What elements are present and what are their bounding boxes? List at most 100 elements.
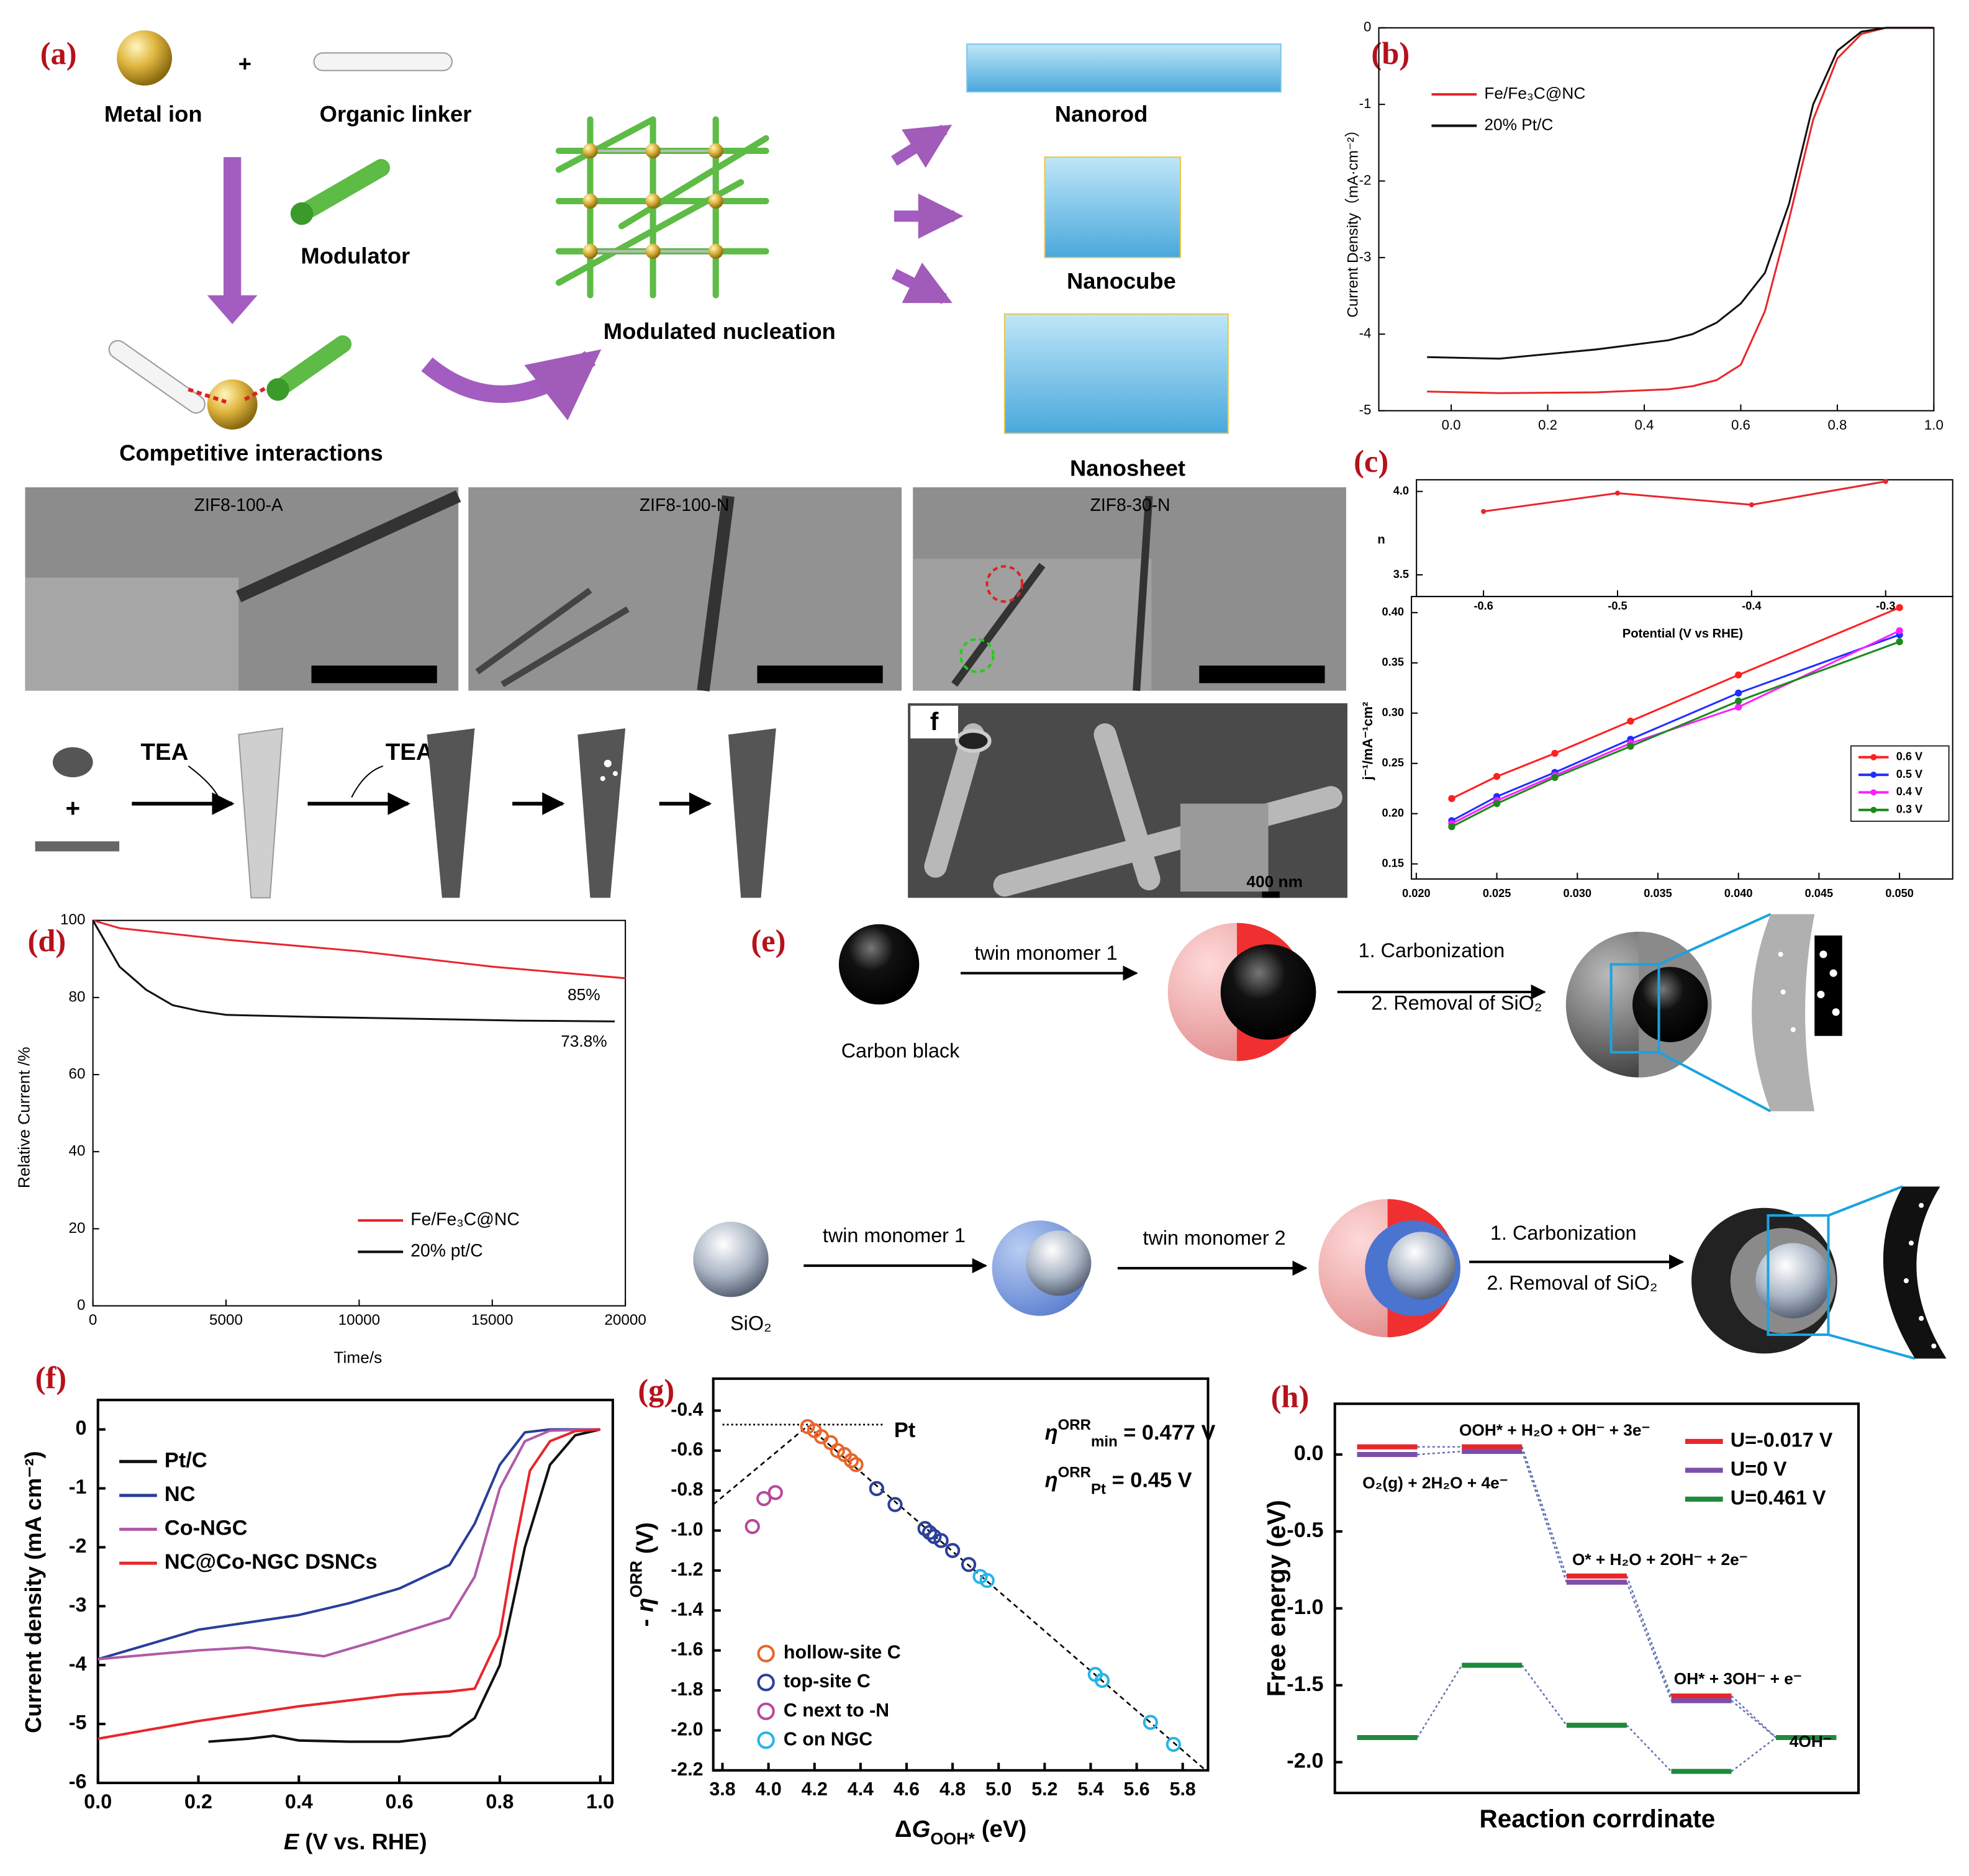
silica-sphere [693,1222,769,1297]
data-point [1735,703,1742,711]
lattice-nodes-part [582,143,598,159]
y-tick-label: 0.20 [1382,807,1404,819]
zoom-core [1814,935,1842,1036]
text-part: = 0.477 V [1118,1421,1216,1445]
process-scheme-part [238,728,284,899]
data-point [1735,689,1742,697]
connector [1626,1725,1672,1772]
y-tick-label: -0.4 [671,1399,703,1420]
y-tick-label: -2.0 [1287,1749,1323,1773]
annotation: 85% [568,985,600,1004]
legend-label: U=-0.017 V [1731,1428,1833,1451]
pores-part [1829,969,1837,977]
x-tick-label: 0.025 [1483,887,1511,900]
y-axis-label: Current density (mA cm⁻²) [20,1451,46,1733]
y-axis-label: Relative Current /% [14,1047,33,1188]
data-point [1143,1715,1158,1730]
pores-part [1926,1253,1932,1258]
y-tick-label: 0.0 [1294,1441,1324,1465]
arrow [207,157,258,325]
x-tick-label: 0.030 [1564,887,1592,900]
tem-image-part [697,495,735,692]
text-part: η [1045,1469,1058,1492]
x-tick-label: 4.2 [802,1779,828,1800]
pores-part [1790,1027,1796,1032]
x-tick-label: 10000 [338,1312,380,1328]
lattice-nodes-part [708,143,723,159]
x-tick-label: 5.8 [1170,1779,1196,1800]
legend-marker [1870,789,1877,796]
legend-marker [1870,754,1877,760]
x-tick-label: 0.8 [1827,417,1847,433]
text-part: = 0.45 V [1106,1469,1192,1492]
legend-label: NC@Co-NGC DSNCs [165,1550,378,1574]
label: twin monomer 2 [1143,1227,1286,1249]
legend-swatch [757,1674,775,1692]
x-tick-label: 0.2 [1538,417,1557,433]
image-title: ZIF8-30-N [1090,495,1170,515]
image-title: ZIF8-100-N [640,495,730,515]
y-tick-label: 4.0 [1393,484,1409,497]
x-axis-label: Potential (V vs RHE) [1623,627,1743,641]
data-point [1493,773,1501,780]
core [1026,1230,1092,1296]
panel-label: (b) [1371,36,1410,71]
line-series [97,1428,600,1661]
tem-image-part [236,490,461,603]
y-axis-label: Current Density（mA·cm⁻²） [1344,122,1361,318]
x-tick-label: -0.4 [1742,600,1762,612]
arrows [891,124,964,304]
y-tick-label: -0.5 [1287,1518,1323,1542]
label: Modulator [301,243,410,269]
pores [1778,950,1840,1032]
legend-marker [1870,772,1877,778]
x-tick-label: 0.6 [386,1790,414,1813]
line-series [208,1428,601,1743]
tem-image-part [25,577,239,691]
label: 2. Removal of SiO₂ [1371,992,1542,1014]
x-tick-label: 1.0 [586,1790,614,1813]
arrow [421,349,602,421]
nanocube [1044,156,1181,258]
x-axis-label: E (V vs. RHE) [284,1829,427,1854]
arrows-part [891,263,953,304]
x-tick-label: 3.8 [709,1779,735,1800]
core [1387,1232,1455,1300]
x-tick-label: 4.4 [848,1779,874,1800]
y-tick-label: -3 [1359,249,1372,264]
data-point [1896,638,1903,646]
scale-bar: 400 nm [1246,872,1303,891]
plus: + [65,793,80,822]
tem-image-part [311,665,437,683]
panel-label: (a) [40,36,77,71]
line-series [1451,634,1900,822]
panel-label: (c) [1354,444,1388,479]
data-point [944,1543,961,1558]
lattice-nodes-part [582,243,598,259]
state-label: 4OH⁻ [1790,1732,1832,1751]
legend-label: top-site C [784,1671,871,1692]
lattice-nodes-part [645,143,661,159]
tem-image-part [951,495,1153,691]
text-part: Pt [1091,1481,1106,1498]
legend-swatch [757,1731,775,1749]
y-tick-label: -0.8 [671,1479,703,1500]
pores-part [1832,1008,1840,1016]
x-axis-label: ΔGOOH* (eV) [895,1816,1026,1848]
data-point [1896,627,1903,634]
y-tick-label: 0.40 [1382,606,1404,618]
zoom-box [1767,1214,1830,1337]
tem-image-part [468,487,902,691]
x-tick-label: 4.8 [939,1779,966,1800]
data-point [1551,749,1559,757]
panel-labels: (a) (b) (c) (d) (e) (f) (g) (h) [27,36,1410,1414]
sem-image: f 400 nm [908,703,1347,898]
modulator-stick-part [276,335,352,394]
x-tick-label: 0.045 [1805,887,1834,900]
y-axis-label: n [1377,533,1385,546]
core [1220,944,1316,1040]
y-axis-label: - ηORR (V) [627,1522,659,1627]
data-point [1448,795,1455,803]
legend-label: Co-NGC [165,1517,248,1540]
